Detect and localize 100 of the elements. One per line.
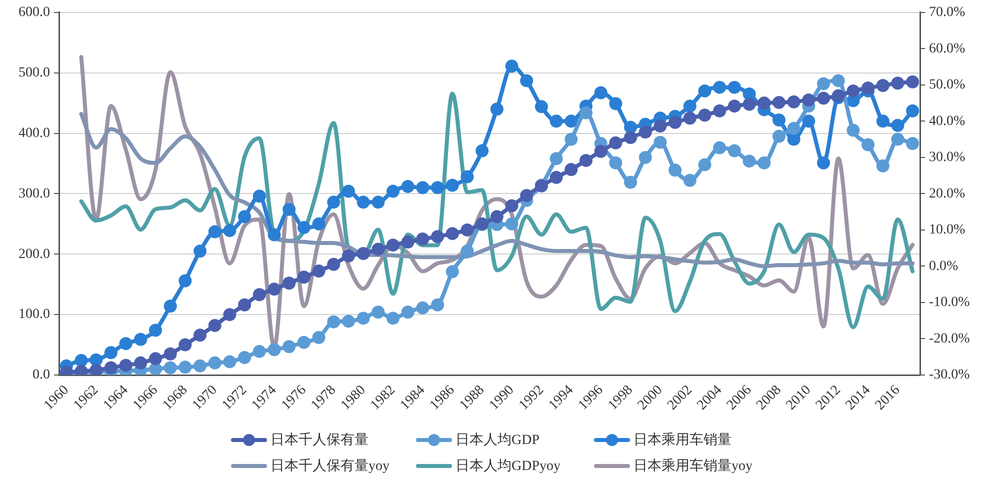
point [431, 181, 444, 194]
point [728, 144, 741, 158]
point [713, 141, 726, 154]
point [327, 196, 340, 209]
point [252, 344, 266, 358]
y2-tick-label: 40.0% [929, 114, 966, 129]
point [609, 156, 622, 170]
point [312, 331, 326, 344]
point [713, 80, 726, 94]
point [668, 116, 682, 129]
point [104, 346, 118, 360]
point [817, 92, 830, 105]
y-tick-label: 100.0 [18, 307, 50, 322]
y-tick-label: 400.0 [18, 126, 50, 141]
point [772, 96, 786, 109]
line-series [79, 92, 915, 330]
legend-label: 日本人均GDPyoy [456, 458, 561, 475]
point [312, 217, 326, 230]
point [460, 223, 474, 236]
legend-label: 日本千人保有量yoy [270, 458, 390, 475]
point [268, 343, 281, 356]
point [550, 152, 563, 166]
point [446, 265, 459, 278]
point [416, 301, 430, 314]
point [862, 81, 875, 94]
y2-tick-label: 30.0% [929, 150, 966, 166]
y2-tick-label: -20.0% [929, 331, 970, 346]
point [282, 276, 296, 290]
line-series [79, 112, 915, 268]
point [342, 184, 355, 198]
point [891, 76, 904, 90]
point [772, 113, 786, 126]
point [372, 242, 385, 256]
point [564, 163, 578, 176]
point [134, 356, 148, 370]
point [728, 100, 741, 113]
point [832, 74, 845, 88]
point [594, 144, 608, 158]
point [579, 154, 592, 167]
point [401, 236, 414, 249]
point [564, 114, 578, 128]
point [194, 359, 207, 372]
point [372, 196, 385, 209]
point [728, 80, 741, 94]
point [416, 232, 430, 246]
point [282, 340, 296, 354]
point [268, 282, 281, 296]
point [238, 298, 252, 312]
point [356, 196, 370, 209]
point [312, 264, 326, 278]
point [654, 120, 667, 133]
point [208, 225, 222, 238]
point [460, 244, 474, 258]
point [817, 156, 830, 170]
point [520, 74, 534, 88]
y-tick-label: 300.0 [18, 186, 50, 202]
point [297, 270, 310, 284]
point [624, 176, 638, 189]
point [906, 104, 920, 118]
point [223, 308, 236, 322]
point [505, 199, 518, 212]
point [178, 274, 192, 288]
point [164, 347, 177, 360]
point [119, 358, 132, 372]
y2-tick-label: 0.0% [929, 258, 958, 274]
point [846, 84, 860, 98]
point [490, 102, 504, 116]
point [208, 356, 222, 370]
point [401, 306, 414, 319]
point [460, 170, 474, 184]
point [906, 137, 920, 150]
point [356, 312, 370, 325]
point [372, 306, 385, 319]
point [772, 130, 786, 143]
y2-tick-label: 70.0% [929, 5, 966, 20]
point [713, 104, 726, 118]
point [134, 332, 148, 346]
point [817, 77, 830, 90]
point [609, 136, 622, 150]
point [194, 328, 207, 342]
point [148, 352, 162, 366]
point [238, 350, 252, 364]
point [268, 228, 281, 242]
point [787, 122, 800, 135]
point [342, 249, 355, 262]
point [683, 174, 696, 187]
point [148, 362, 162, 375]
legend-label: 日本乘用车销量 [634, 431, 732, 449]
point [386, 312, 400, 325]
point [505, 60, 518, 73]
point [906, 75, 920, 88]
y2-tick-label: -30.0% [929, 368, 970, 383]
y-tick-label: 500.0 [18, 66, 50, 81]
legend-label: 日本乘用车销量yoy [634, 457, 752, 475]
point [862, 138, 875, 152]
point [550, 170, 563, 184]
point [490, 210, 504, 224]
point [431, 298, 444, 312]
point [624, 120, 638, 134]
point [891, 118, 904, 132]
